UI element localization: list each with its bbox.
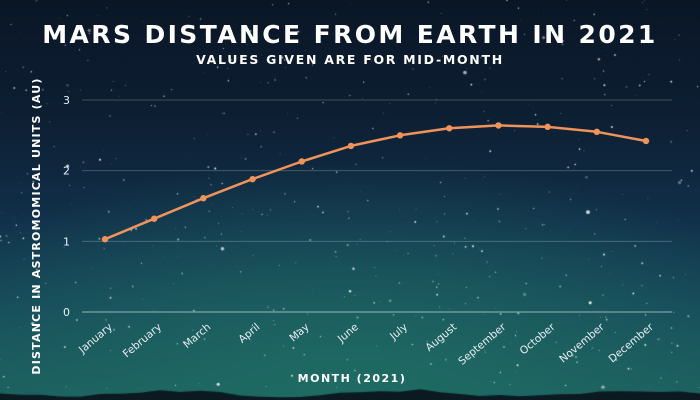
data-point xyxy=(446,125,453,132)
y-tick-label: 3 xyxy=(63,94,70,107)
y-tick-label: 0 xyxy=(63,306,70,319)
x-tick-label: August xyxy=(423,321,459,354)
data-point xyxy=(396,132,404,139)
x-tick-label: September xyxy=(456,321,509,368)
data-point xyxy=(101,236,109,243)
data-point xyxy=(200,195,207,202)
x-axis-title: MONTH (2021) xyxy=(298,372,407,385)
x-tick-label: May xyxy=(287,321,311,344)
x-tick-label: December xyxy=(607,321,657,366)
data-point xyxy=(544,123,551,131)
data-point xyxy=(593,128,601,135)
series-line xyxy=(103,124,648,241)
x-tick-label: March xyxy=(181,321,213,351)
y-axis-title: DISTANCE IN ASTROMOMICAL UNITS (AU) xyxy=(30,77,43,374)
chart-subtitle: VALUES GIVEN ARE FOR MID-MONTH xyxy=(196,52,504,67)
data-point xyxy=(298,158,305,165)
x-axis-ticks: January February March April May June July Augu… xyxy=(76,321,656,368)
data-points xyxy=(101,122,650,243)
y-axis-ticks: 0 1 2 3 xyxy=(63,94,70,319)
gridlines xyxy=(82,99,672,313)
x-tick-label: November xyxy=(557,321,607,366)
x-tick-label: January xyxy=(76,321,115,356)
y-tick-label: 2 xyxy=(63,165,70,178)
data-point xyxy=(642,137,650,145)
x-tick-label: October xyxy=(518,321,558,358)
x-tick-label: July xyxy=(387,321,410,343)
data-point xyxy=(347,142,355,150)
x-tick-label: April xyxy=(236,321,262,346)
data-point xyxy=(249,175,256,183)
data-point xyxy=(495,122,502,129)
chart-title: MARS DISTANCE FROM EARTH IN 2021 xyxy=(42,20,658,49)
x-tick-label: February xyxy=(121,321,164,360)
x-tick-label: June xyxy=(335,321,361,346)
y-tick-label: 1 xyxy=(63,235,70,248)
data-point xyxy=(150,215,158,222)
